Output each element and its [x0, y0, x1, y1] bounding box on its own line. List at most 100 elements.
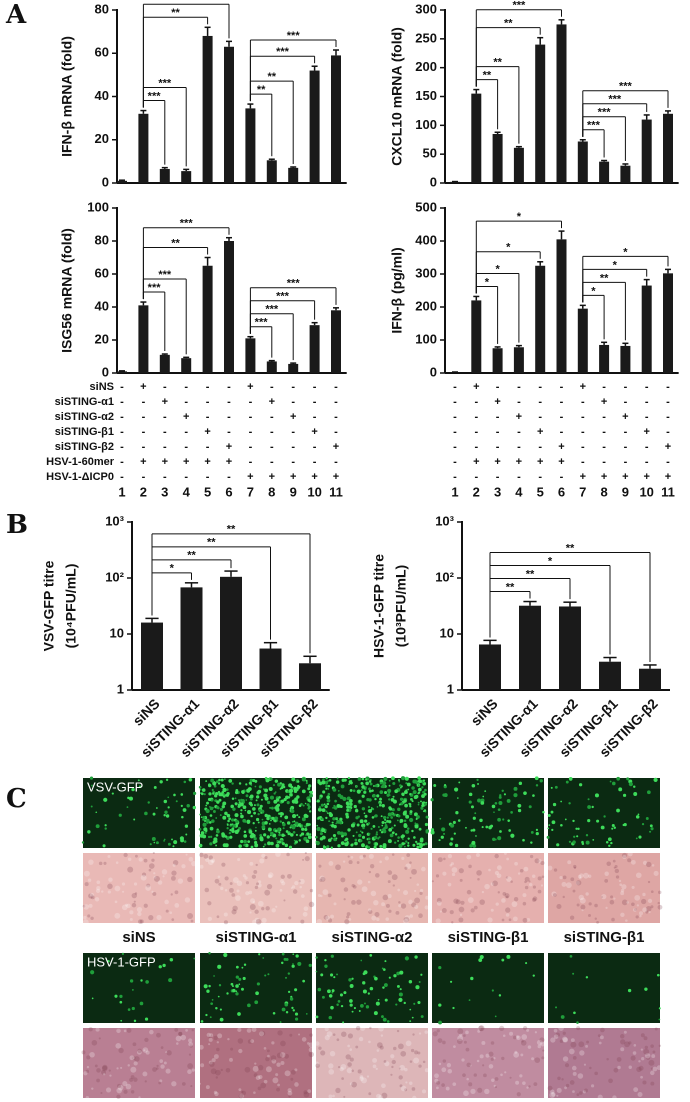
fluorescent-cell: [305, 782, 308, 785]
fluorescent-cell: [348, 783, 350, 786]
cell-texture: [537, 889, 542, 894]
cell-texture: [519, 1074, 523, 1078]
condition-mark: -: [163, 426, 167, 438]
cell-texture: [271, 1041, 275, 1045]
cell-texture: [280, 874, 285, 879]
fluorescent-cell: [417, 784, 420, 786]
fluorescent-cell: [107, 960, 110, 963]
fluorescent-cell: [222, 843, 227, 848]
cell-texture: [156, 1032, 161, 1038]
condition-mark: -: [291, 456, 295, 468]
cell-texture: [631, 885, 635, 889]
cell-texture: [437, 1038, 443, 1043]
fluorescent-cell: [547, 827, 550, 830]
fluorescent-cell: [332, 817, 336, 821]
cell-texture: [573, 864, 577, 869]
cell-texture: [258, 1074, 263, 1080]
fluorescent-cell: [281, 961, 284, 965]
fluorescent-cell: [185, 833, 188, 836]
condition-mark: -: [581, 426, 585, 438]
bar: [117, 371, 127, 373]
cell-texture: [261, 906, 265, 911]
fluorescent-cell: [369, 953, 373, 957]
cell-texture: [496, 873, 502, 879]
cell-texture: [635, 872, 642, 879]
cell-texture: [266, 1049, 270, 1053]
fluorescent-cell: [81, 841, 85, 844]
cell-texture: [335, 864, 341, 871]
cell-texture: [98, 1037, 101, 1040]
fluorescent-cell: [369, 782, 373, 786]
cell-texture: [521, 1034, 528, 1040]
cell-texture: [562, 875, 567, 880]
fluorescent-cell: [205, 780, 208, 783]
cell-texture: [381, 1092, 388, 1099]
condition-mark: -: [453, 411, 457, 423]
cell-texture: [572, 1055, 577, 1060]
cell-texture: [176, 1042, 179, 1045]
fluorescent-cell: [337, 999, 341, 1003]
significance-label: ***: [276, 46, 290, 58]
cell-texture: [351, 1069, 354, 1072]
cell-texture: [215, 1069, 221, 1076]
cell-texture: [340, 1064, 347, 1070]
fluorescent-cell: [226, 827, 229, 830]
cell-texture: [95, 1027, 100, 1032]
bar: [224, 46, 234, 184]
cell-texture: [369, 863, 375, 869]
fluorescent-cell: [377, 826, 380, 828]
cell-texture: [151, 890, 154, 893]
fluorescent-cell: [383, 776, 388, 782]
fluorescent-cell: [403, 823, 408, 829]
fluorescent-cell: [386, 1020, 390, 1023]
condition-mark: -: [624, 456, 628, 468]
fluorescent-cell: [404, 776, 409, 781]
cell-texture: [308, 1047, 314, 1053]
cell-texture: [500, 1073, 503, 1077]
fluorescent-cell: [305, 839, 310, 844]
cell-texture: [488, 868, 491, 872]
fluorescent-cell: [430, 830, 435, 835]
fluorescent-cell: [244, 843, 249, 848]
fluorescent-cell: [331, 991, 334, 994]
cell-texture: [88, 859, 94, 865]
bar: [471, 300, 482, 373]
fluorescent-cell: [622, 793, 627, 797]
cell-texture: [515, 1035, 519, 1039]
fluorescent-cell: [578, 783, 583, 787]
fluorescent-cell: [411, 1016, 414, 1019]
cell-texture: [658, 1044, 662, 1047]
fluorescent-cell: [322, 845, 326, 848]
cell-texture: [532, 897, 537, 902]
fluorescent-cell: [443, 783, 447, 787]
cell-texture: [468, 864, 472, 869]
fluorescent-cell: [560, 1015, 565, 1019]
cell-texture: [333, 902, 337, 906]
fluorescent-cell: [363, 787, 366, 789]
bar: [141, 622, 163, 690]
significance-label: *: [613, 259, 618, 271]
fluorescent-cell: [474, 812, 477, 815]
y-tick-label: 10²: [435, 569, 454, 584]
fluorescent-cell: [179, 836, 185, 841]
cell-texture: [215, 1076, 218, 1079]
fluorescent-cell: [121, 952, 125, 955]
cell-texture: [268, 872, 274, 878]
y-axis-label: HSV-1-GFP titre: [371, 554, 387, 658]
cell-texture: [466, 1062, 472, 1068]
fluorescent-cell: [457, 797, 459, 799]
fluorescent-cell: [419, 837, 424, 842]
fluorescent-cell: [381, 967, 384, 970]
fluorescent-cell: [216, 829, 220, 834]
fluorescent-cell: [297, 780, 300, 783]
cell-texture: [130, 1066, 137, 1073]
cell-texture: [249, 911, 252, 914]
fluorescent-cell: [405, 829, 410, 834]
fluorescent-cell: [128, 796, 134, 801]
fluorescent-cell: [492, 837, 496, 841]
cell-texture: [424, 1068, 429, 1073]
fluorescent-cell: [626, 777, 630, 781]
cell-texture: [368, 909, 373, 914]
fluorescent-cell: [238, 826, 241, 830]
fluorescent-cell: [470, 805, 474, 809]
